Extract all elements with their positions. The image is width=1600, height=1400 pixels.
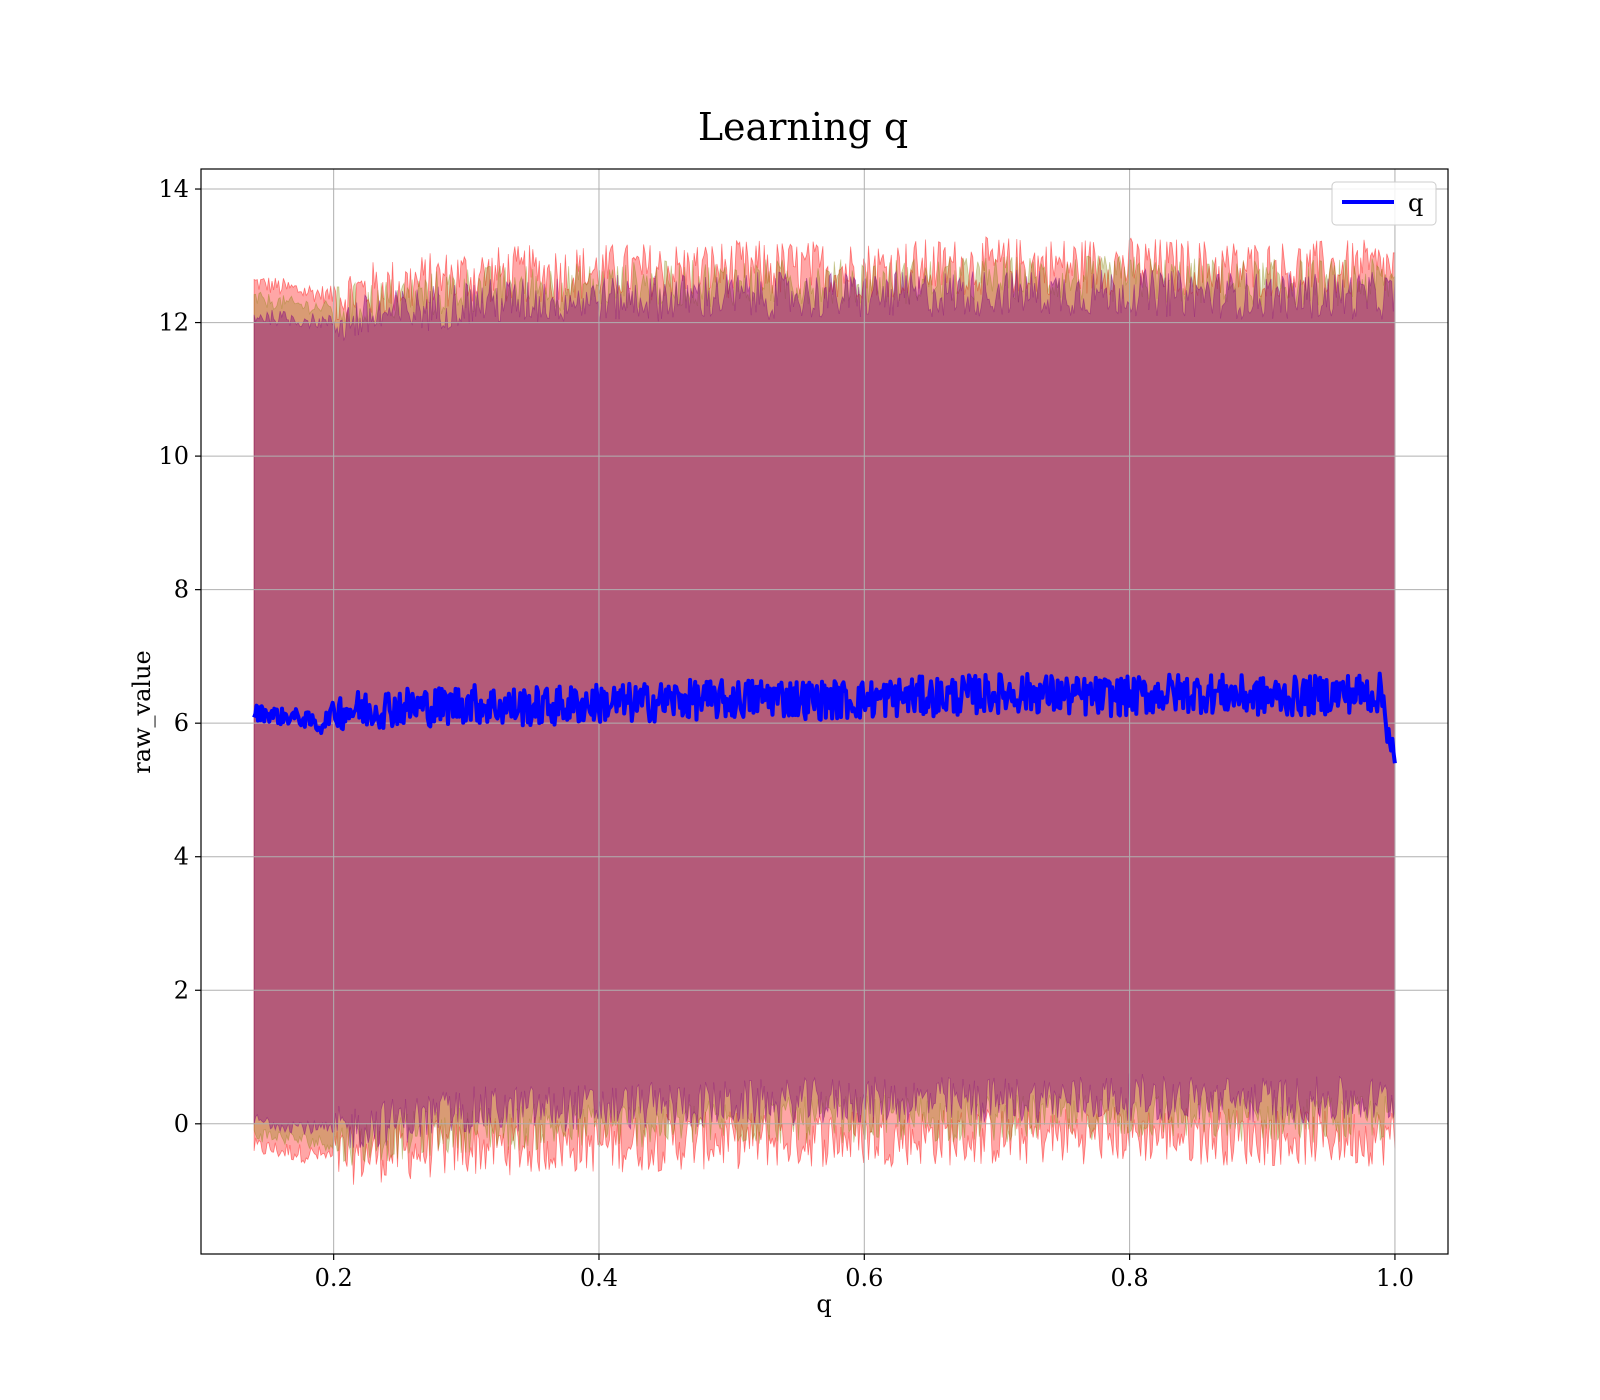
x-axis-label: q <box>816 1290 831 1318</box>
plot-area <box>200 168 1449 1255</box>
x-tick-label: 1.0 <box>1376 1264 1414 1292</box>
y-tick-label: 4 <box>174 843 189 871</box>
chart-title: Learning q <box>698 105 908 149</box>
x-axis-ticks: 0.2 0.4 0.6 0.8 1.0 <box>315 1254 1414 1292</box>
x-tick-label: 0.4 <box>580 1264 618 1292</box>
x-tick-label: 0.2 <box>315 1264 353 1292</box>
y-tick-label: 14 <box>158 175 189 203</box>
y-tick-label: 8 <box>174 576 189 604</box>
series-line-q <box>252 671 1397 764</box>
y-tick-label: 6 <box>174 709 189 737</box>
y-tick-label: 10 <box>158 442 189 470</box>
y-tick-label: 2 <box>174 976 189 1004</box>
plot-frame <box>200 168 1449 1255</box>
y-axis-ticks: 0 2 4 6 8 10 12 14 <box>158 175 201 1138</box>
x-tick-label: 0.8 <box>1111 1264 1149 1292</box>
y-tick-label: 0 <box>174 1110 189 1138</box>
y-tick-label: 12 <box>158 309 189 337</box>
legend-label-q: q <box>1408 189 1423 217</box>
y-axis-label: raw_value <box>128 650 156 774</box>
series-lines <box>252 671 1397 764</box>
legend: q <box>1331 181 1437 226</box>
x-tick-label: 0.6 <box>845 1264 883 1292</box>
